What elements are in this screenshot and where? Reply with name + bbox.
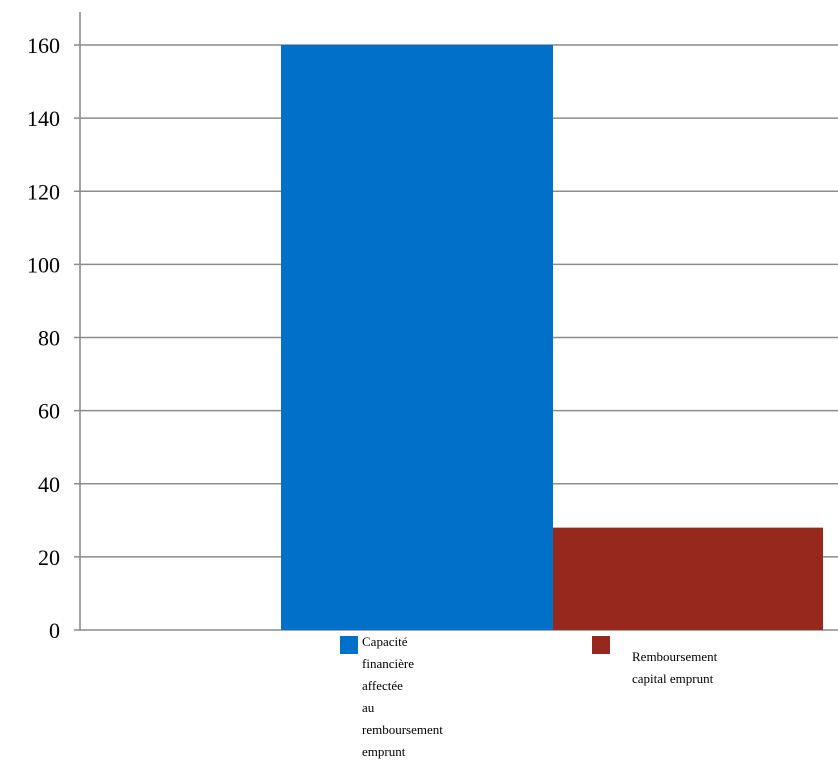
bars: [281, 45, 823, 630]
bar-remboursement: [553, 527, 823, 630]
y-tick-label: 0: [49, 618, 60, 643]
y-tick-label: 60: [38, 399, 60, 424]
y-tick-label: 80: [38, 326, 60, 351]
bar-chart: 0 20 40 60 80 100 120 140 160: [27, 12, 838, 643]
y-tick-label: 40: [38, 472, 60, 497]
y-tick-label: 120: [27, 179, 60, 204]
legend-label-capacite: Capacité financière affectée au rembours…: [362, 634, 443, 759]
legend-swatch-remboursement: [592, 636, 610, 654]
y-axis-ticks: 0 20 40 60 80 100 120 140 160: [27, 33, 60, 643]
y-tick-label: 100: [27, 252, 60, 277]
legend-swatch-capacite: [340, 636, 358, 654]
y-tick-label: 140: [27, 106, 60, 131]
y-tick-label: 20: [38, 545, 60, 570]
bar-capacite: [281, 45, 553, 630]
y-tick-label: 160: [27, 33, 60, 58]
legend-label-remboursement: Remboursement capital emprunt: [632, 649, 718, 686]
